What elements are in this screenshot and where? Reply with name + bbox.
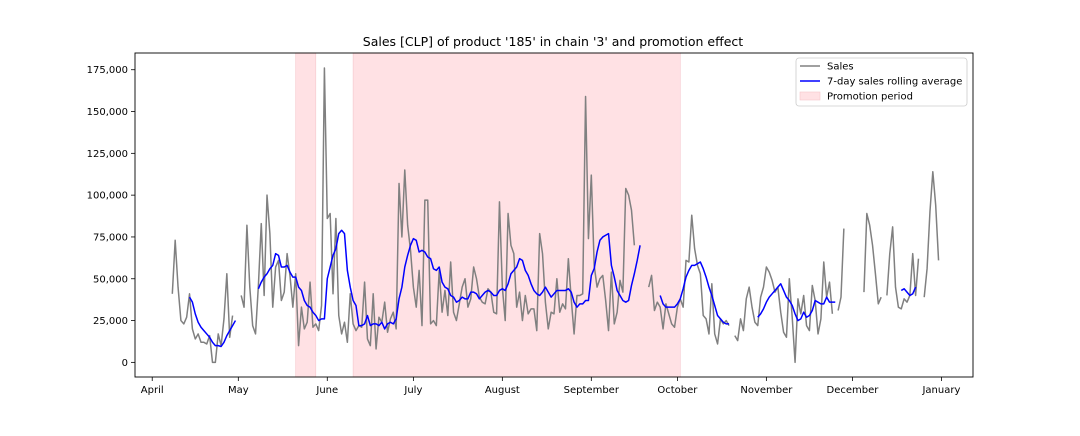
series-line-segment: [923, 170, 940, 298]
chart-title: Sales [CLP] of product '185' in chain '3…: [363, 34, 744, 49]
series-line-segment: [647, 214, 730, 345]
promotion-periods-layer: [295, 52, 681, 378]
series-7-day-sales-rolling-average: [188, 229, 917, 348]
series-line-segment: [659, 261, 730, 325]
series-line-segment: [863, 212, 882, 305]
legend-item-7-day-sales-rolling-average: 7-day sales rolling average: [800, 77, 962, 88]
y-tick-label: 125,000: [87, 149, 128, 160]
x-tick-label: December: [827, 385, 880, 396]
series-layer: [171, 67, 940, 364]
y-axis: 0 25,000 50,000 75,000 100,000 125,000 150,000…: [87, 65, 135, 369]
x-tick-label: January: [921, 385, 960, 396]
series-line-segment: [837, 228, 845, 311]
series-sales: [171, 67, 940, 364]
y-tick-label: 175,000: [87, 65, 128, 76]
legend-label: Promotion period: [827, 92, 913, 103]
series-line-segment: [171, 239, 234, 364]
promotion-period-1: [295, 52, 317, 378]
legend-item-sales: Sales: [800, 62, 854, 73]
x-tick-label: June: [315, 385, 338, 396]
series-line-segment: [900, 286, 917, 297]
y-tick-label: 25,000: [93, 316, 128, 327]
plot-frame: [134, 52, 974, 378]
x-tick-label: April: [141, 385, 164, 396]
legend-swatch: [799, 91, 821, 101]
x-tick-label: August: [485, 385, 520, 396]
legend: Sales 7-day sales rolling average Promotio…: [795, 57, 968, 107]
y-tick-label: 75,000: [93, 232, 128, 243]
series-line-segment: [257, 229, 641, 330]
x-axis: April May June July August September October No…: [141, 377, 960, 396]
series-line-segment: [886, 226, 920, 310]
x-tick-label: October: [657, 385, 698, 396]
x-tick-label: May: [228, 385, 249, 396]
legend-item-promotion-period: Promotion period: [799, 91, 913, 103]
y-tick-label: 0: [122, 358, 128, 369]
x-tick-label: September: [564, 385, 620, 396]
y-tick-label: 100,000: [87, 191, 128, 202]
series-line-segment: [240, 67, 636, 350]
y-tick-label: 50,000: [93, 274, 128, 285]
x-tick-label: July: [403, 385, 422, 396]
legend-box: [795, 57, 968, 107]
series-line-segment: [188, 296, 237, 348]
x-tick-label: November: [740, 385, 793, 396]
y-tick-label: 150,000: [87, 107, 128, 118]
series-line-segment: [734, 261, 834, 364]
legend-label: Sales: [827, 62, 854, 73]
series-line-segment: [757, 283, 836, 322]
legend-label: 7-day sales rolling average: [827, 77, 962, 88]
